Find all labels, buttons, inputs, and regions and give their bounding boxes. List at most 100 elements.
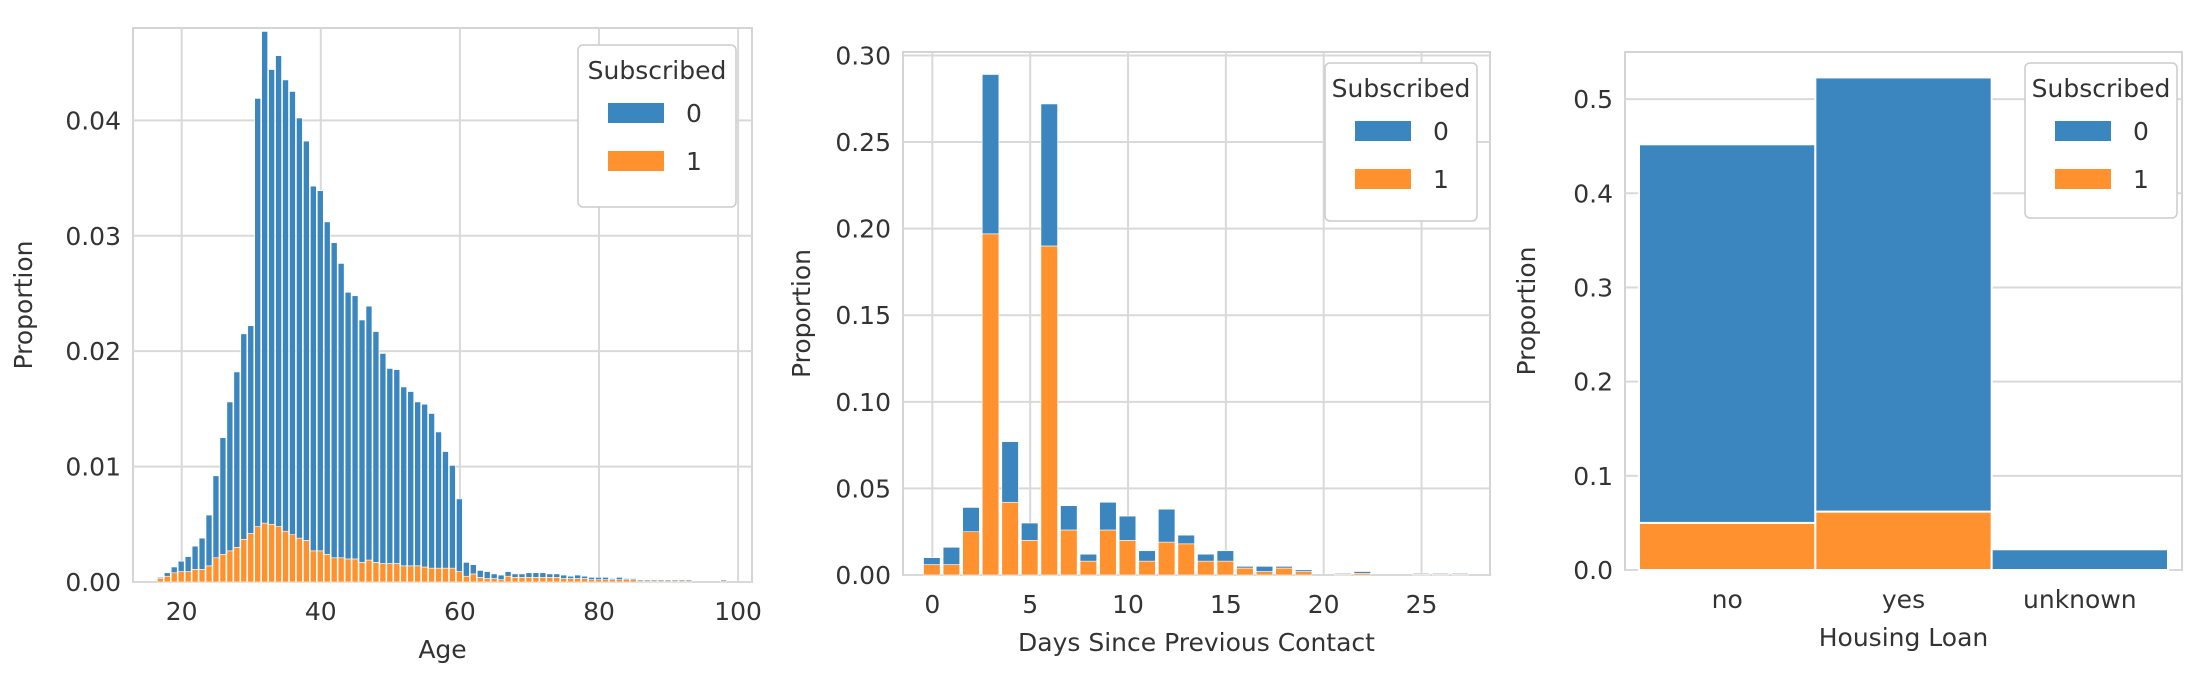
bar-subscribed-0 xyxy=(1255,566,1274,572)
bar-subscribed-0 xyxy=(379,353,387,564)
bar-subscribed-0 xyxy=(643,579,651,582)
bar-subscribed-0 xyxy=(303,140,310,541)
y-tick-label: 0.0 xyxy=(1573,556,1613,585)
bar-subscribed-0 xyxy=(483,571,491,579)
bar-subscribed-0 xyxy=(247,325,255,534)
bar-subscribed-0 xyxy=(511,573,519,578)
legend-swatch-1 xyxy=(608,151,664,171)
y-tick-label: 0.00 xyxy=(65,568,121,597)
bar-subscribed-0 xyxy=(942,546,961,565)
y-tick-label: 0.02 xyxy=(65,337,121,366)
bar-subscribed-0 xyxy=(1216,550,1234,562)
legend-label-1: 1 xyxy=(1433,165,1449,194)
legend: Subscribed 0 1 xyxy=(1324,62,1478,222)
bar-subscribed-0 xyxy=(657,579,665,582)
bar-subscribed-0 xyxy=(310,185,317,552)
y-tick-label: 0.04 xyxy=(65,106,121,135)
bar-subscribed-0 xyxy=(546,573,554,578)
bar-subscribed-0 xyxy=(609,578,616,580)
bar-subscribed-0 xyxy=(157,577,164,579)
bar-subscribed-0 xyxy=(1021,522,1039,541)
bar-subscribed-0 xyxy=(560,574,567,579)
bars xyxy=(157,31,727,583)
y-axis-label: Proportion xyxy=(1512,247,1541,376)
x-tick-label: unknown xyxy=(2023,585,2137,614)
bar-subscribed-0 xyxy=(1177,534,1195,545)
x-axis-label: Housing Loan xyxy=(1819,623,1989,652)
bar-subscribed-0 xyxy=(470,564,477,575)
bar-subscribed-0 xyxy=(282,79,289,532)
bar-subscribed-0 xyxy=(1001,441,1019,503)
bar-subscribed-0 xyxy=(212,475,220,559)
bar-subscribed-0 xyxy=(602,577,609,580)
bar-subscribed-0 xyxy=(685,579,693,582)
bar-subscribed-0 xyxy=(525,572,533,578)
bar-subscribed-0 xyxy=(636,579,644,582)
bar-subscribed-0 xyxy=(497,574,505,580)
bar-subscribed-0 xyxy=(372,331,380,563)
y-tick-label: 0.20 xyxy=(835,215,891,244)
bar-subscribed-0 xyxy=(1412,572,1430,575)
bar-subscribed-0 xyxy=(1236,566,1254,569)
bar-subscribed-0 xyxy=(1353,571,1371,574)
y-tick-label: 0.15 xyxy=(835,301,891,330)
y-tick-label: 0.01 xyxy=(65,453,121,482)
bar-subscribed-0 xyxy=(344,292,352,560)
legend-title: Subscribed xyxy=(1332,74,1471,103)
legend-label-1: 1 xyxy=(2133,165,2149,194)
bars xyxy=(1638,76,2169,572)
bar-subscribed-0 xyxy=(1060,505,1078,531)
bar-subscribed-0 xyxy=(323,221,331,555)
legend-label-0: 0 xyxy=(2133,117,2149,146)
bar-subscribed-0 xyxy=(1040,103,1058,247)
bar-subscribed-0 xyxy=(219,437,227,555)
bar-yes-subscribed-0 xyxy=(1814,76,1993,513)
legend-swatch-0 xyxy=(1355,121,1411,141)
y-tick-label: 0.5 xyxy=(1573,85,1613,114)
y-tick-label: 0.1 xyxy=(1573,462,1613,491)
legend-swatch-0 xyxy=(608,103,664,123)
bar-subscribed-0 xyxy=(400,386,408,567)
bar-subscribed-0 xyxy=(629,578,637,580)
y-axis-label: Proportion xyxy=(787,249,816,378)
x-axis-label: Age xyxy=(418,635,466,664)
bar-subscribed-0 xyxy=(574,574,581,579)
y-axis-label: Proportion xyxy=(9,241,38,370)
bar-subscribed-0 xyxy=(365,305,373,561)
y-tick-label: 0.2 xyxy=(1573,368,1613,397)
bar-subscribed-0 xyxy=(1138,550,1156,562)
y-tick-label: 0.05 xyxy=(835,474,891,503)
bar-subscribed-0 xyxy=(490,573,498,579)
bar-subscribed-0 xyxy=(386,368,394,564)
bar-subscribed-0 xyxy=(317,190,324,552)
legend-label-0: 0 xyxy=(686,99,702,128)
bar-subscribed-0 xyxy=(226,401,234,552)
x-tick-label: 20 xyxy=(166,597,198,626)
bar-subscribed-0 xyxy=(518,573,526,578)
bar-subscribed-0 xyxy=(664,579,672,582)
bar-subscribed-0 xyxy=(163,572,171,577)
legend-title: Subscribed xyxy=(588,56,727,85)
x-tick-label: 10 xyxy=(1112,590,1144,619)
bar-subscribed-0 xyxy=(581,575,588,579)
bar-subscribed-0 xyxy=(198,537,206,570)
bar-subscribed-0 xyxy=(962,507,980,533)
y-tick-label: 0.4 xyxy=(1573,179,1613,208)
bar-subscribed-0 xyxy=(1451,572,1469,575)
bar-subscribed-0 xyxy=(358,319,366,563)
bar-subscribed-0 xyxy=(393,369,401,564)
bar-subscribed-0 xyxy=(720,579,727,582)
bar-subscribed-0 xyxy=(407,391,414,567)
bar-subscribed-0 xyxy=(449,465,456,569)
x-tick-label: 40 xyxy=(305,597,337,626)
bar-subscribed-0 xyxy=(191,545,199,570)
bar-subscribed-0 xyxy=(254,98,261,527)
bar-subscribed-0 xyxy=(289,91,296,535)
x-tick-label: 20 xyxy=(1308,590,1340,619)
bar-subscribed-0 xyxy=(463,562,470,577)
x-tick-label: 0 xyxy=(924,590,940,619)
bar-no-subscribed-1 xyxy=(1638,521,1817,572)
y-tick-label: 0.00 xyxy=(835,561,891,590)
